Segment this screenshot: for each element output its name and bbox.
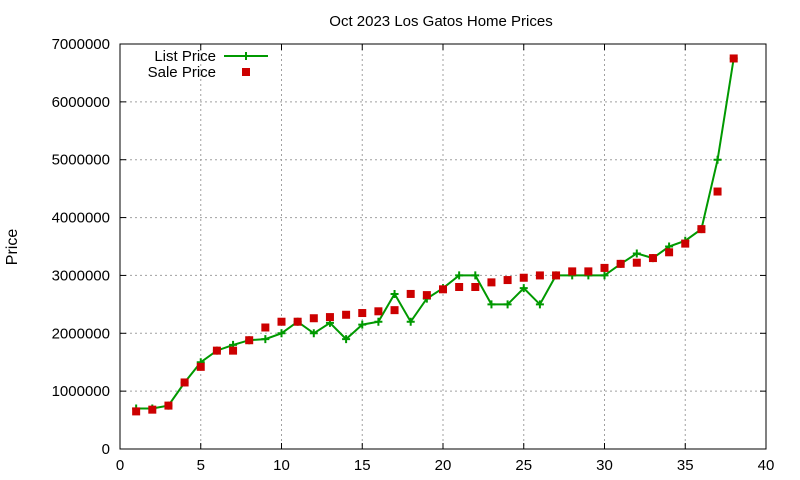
sale-price-point [681, 239, 690, 248]
list-price-point [713, 155, 722, 164]
sale-price-point [132, 407, 141, 416]
list-price-point [632, 249, 641, 258]
sale-price-point [390, 306, 399, 315]
x-tick-label: 25 [515, 457, 532, 474]
sale-price-point [180, 378, 189, 387]
sale-price-point [665, 248, 674, 257]
list-price-point [535, 300, 544, 309]
legend-symbols [224, 52, 268, 76]
sale-price-point [325, 313, 334, 322]
list-price-point [503, 300, 512, 309]
sale-price-point [293, 317, 302, 326]
sale-price-point [535, 271, 544, 280]
chart-title: Oct 2023 Los Gatos Home Prices [329, 13, 552, 30]
y-tick-label: 0 [102, 441, 110, 458]
x-tick-label: 15 [354, 457, 371, 474]
sale-price-point [164, 401, 173, 410]
legend-label-sale-price: Sale Price [148, 64, 216, 81]
sale-price-point [568, 267, 577, 276]
list-price-point [455, 271, 464, 280]
list-price-point [390, 289, 399, 298]
sale-price-point [616, 259, 625, 268]
x-tick-label: 5 [197, 457, 205, 474]
list-price-point [277, 329, 286, 338]
sale-price-point [422, 291, 431, 300]
legend-label-list-price: List Price [154, 48, 216, 65]
sale-price-point [196, 362, 205, 371]
sale-price-point [648, 254, 657, 263]
list-price-point [600, 271, 609, 280]
sale-price-point [713, 187, 722, 196]
sale-price-point [697, 225, 706, 234]
sale-price-point [471, 283, 480, 291]
ticks: 0 5 10 15 20 25 30 35 40 0 1000000 2000000 3000000 40… [52, 36, 775, 474]
list-price-line [136, 58, 735, 410]
sale-price-point [148, 405, 157, 414]
y-axis-label: Price [4, 229, 21, 266]
y-tick-label: 5000000 [52, 152, 110, 169]
sale-price-point [309, 314, 318, 323]
y-tick-label: 3000000 [52, 267, 110, 284]
y-tick-label: 4000000 [52, 210, 110, 227]
legend-swatch-sale-price [242, 68, 250, 76]
list-price-point [358, 320, 367, 329]
sale-price-point [519, 273, 528, 282]
list-price-point [406, 317, 415, 326]
sale-price-point [455, 283, 464, 291]
series [132, 54, 738, 416]
sale-price-point [358, 309, 367, 318]
list-price-point [309, 329, 318, 338]
sale-price-point [277, 317, 286, 326]
sale-price-point [503, 276, 512, 285]
list-price-point [261, 335, 270, 344]
sale-price-point [729, 54, 738, 63]
list-price-point [374, 317, 383, 326]
x-tick-label: 20 [435, 457, 452, 474]
sale-price-point [632, 258, 641, 267]
sale-price-point [487, 278, 496, 287]
legend-marker-list-price [242, 52, 250, 60]
sale-price-point [261, 323, 270, 332]
sale-price-point [584, 267, 593, 276]
x-tick-label: 10 [273, 457, 290, 474]
sale-price-point [406, 289, 415, 298]
sale-price-point [212, 346, 221, 355]
sale-price-point [245, 336, 254, 345]
list-price-point [519, 284, 528, 293]
sale-price-point [342, 310, 351, 319]
legend: List Price Sale Price [148, 48, 268, 81]
sale-price-point [374, 307, 383, 316]
y-tick-label: 7000000 [52, 36, 110, 53]
list-price-point [487, 300, 496, 309]
x-tick-label: 40 [758, 457, 775, 474]
sale-price-point [552, 271, 561, 280]
y-tick-label: 2000000 [52, 325, 110, 342]
x-tick-label: 0 [116, 457, 124, 474]
x-tick-label: 35 [677, 457, 694, 474]
sale-price-point [439, 285, 447, 294]
list-price-point [471, 271, 480, 280]
y-tick-label: 1000000 [52, 383, 110, 400]
sale-price-point [600, 263, 609, 272]
list-price-point [342, 335, 351, 344]
y-tick-label: 6000000 [52, 94, 110, 111]
x-tick-label: 30 [596, 457, 613, 474]
sale-price-point [229, 346, 238, 355]
